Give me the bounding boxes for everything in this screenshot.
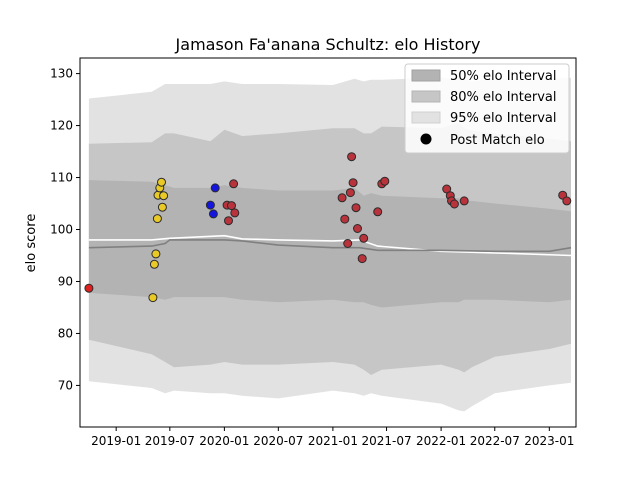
post-match-points bbox=[84, 152, 572, 303]
legend-marker-post-match bbox=[420, 133, 432, 145]
x-tick-label: 2019-07 bbox=[145, 434, 195, 448]
data-point bbox=[459, 196, 469, 206]
data-point bbox=[373, 207, 383, 217]
legend: 50% elo Interval 80% elo Interval 95% el… bbox=[404, 63, 570, 154]
data-point bbox=[357, 254, 367, 264]
y-axis-label: elo score bbox=[24, 214, 39, 273]
data-point bbox=[449, 199, 459, 209]
data-point bbox=[230, 208, 240, 218]
legend-label-95: 95% elo Interval bbox=[450, 111, 557, 126]
data-point bbox=[343, 239, 353, 248]
data-point bbox=[148, 293, 158, 303]
chart-title: Jamason Fa'anana Schultz: elo History bbox=[175, 35, 481, 54]
data-point bbox=[562, 196, 572, 206]
legend-swatch-50 bbox=[411, 69, 441, 82]
data-point bbox=[380, 176, 390, 186]
x-tick-label: 2021-07 bbox=[361, 434, 411, 448]
legend-frame bbox=[404, 63, 570, 154]
interval-bands bbox=[88, 77, 572, 412]
legend-label-80: 80% elo Interval bbox=[450, 90, 557, 105]
y-tick-label: 130 bbox=[50, 67, 73, 81]
x-tick-label: 2023-01 bbox=[524, 434, 574, 448]
x-tick-label: 2020-01 bbox=[199, 434, 249, 448]
data-point bbox=[347, 152, 357, 162]
x-tick-label: 2021-01 bbox=[308, 434, 358, 448]
data-point bbox=[353, 224, 362, 233]
legend-swatch-95 bbox=[411, 111, 441, 124]
y-tick-label: 110 bbox=[50, 171, 73, 185]
data-point bbox=[157, 202, 167, 212]
x-axis: 2019-01 2019-07 2020-01 2020-07 2021-01 2021-… bbox=[91, 427, 574, 448]
y-tick-label: 70 bbox=[58, 378, 73, 392]
mean-line bbox=[88, 234, 572, 257]
x-tick-label: 2020-07 bbox=[253, 434, 303, 448]
legend-label-post-match: Post Match elo bbox=[450, 133, 545, 148]
y-tick-label: 80 bbox=[58, 326, 73, 340]
data-point bbox=[224, 216, 233, 226]
data-point bbox=[337, 193, 347, 203]
y-tick-label: 120 bbox=[50, 119, 73, 133]
data-point bbox=[210, 183, 220, 193]
data-point bbox=[149, 259, 159, 269]
data-point bbox=[229, 179, 239, 189]
legend-label-50: 50% elo Interval bbox=[450, 69, 557, 84]
legend-swatch-80 bbox=[411, 90, 441, 103]
y-tick-label: 100 bbox=[50, 223, 73, 237]
data-point bbox=[351, 203, 361, 213]
x-tick-label: 2019-01 bbox=[91, 434, 141, 448]
data-point bbox=[157, 177, 166, 187]
data-point bbox=[227, 201, 236, 211]
data-point bbox=[151, 249, 161, 259]
data-point bbox=[159, 191, 169, 201]
center-lines bbox=[88, 234, 572, 257]
data-point bbox=[348, 178, 358, 188]
plot-frame bbox=[79, 57, 577, 428]
x-tick-label: 2022-07 bbox=[470, 434, 520, 448]
x-tick-label: 2022-01 bbox=[416, 434, 466, 448]
data-point bbox=[84, 283, 94, 293]
data-point bbox=[345, 188, 355, 198]
median-line bbox=[88, 239, 572, 253]
data-point bbox=[152, 214, 162, 224]
y-tick-label: 90 bbox=[58, 274, 73, 288]
data-point bbox=[208, 209, 218, 219]
y-axis: 70 80 90 100 110 120 130 bbox=[50, 67, 80, 392]
data-point bbox=[359, 233, 369, 243]
data-point bbox=[340, 214, 350, 224]
data-point bbox=[205, 200, 215, 210]
